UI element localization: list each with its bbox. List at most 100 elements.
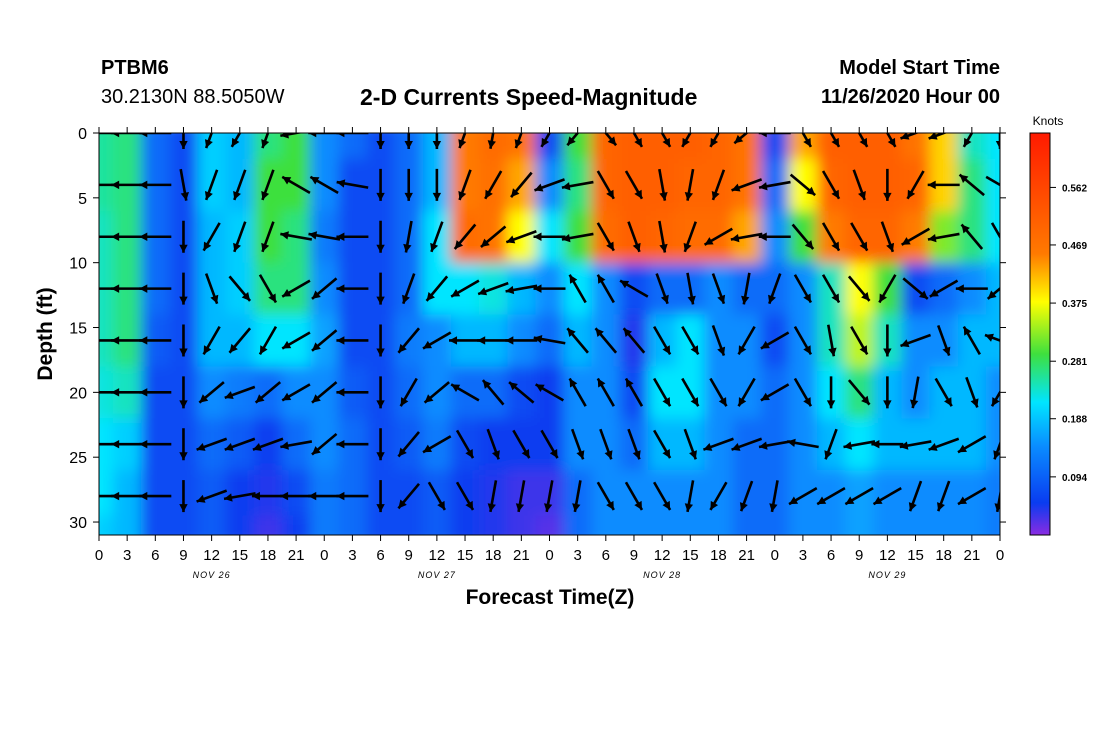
current-arrow [604,133,618,147]
arrow-head [861,395,870,405]
current-arrow [878,274,897,304]
current-arrow [280,133,304,139]
arrow-head [491,450,500,460]
current-arrow [624,377,644,407]
arrow-head [879,293,888,303]
current-arrow [179,324,188,357]
current-arrow [599,428,613,460]
arrow-head [690,397,699,407]
heatmap-cell [422,515,452,535]
current-arrow [703,227,733,246]
current-arrow [986,286,1000,300]
arrow-head [204,139,213,149]
current-arrow [397,327,420,354]
current-arrow [901,227,931,246]
x-tick-label: 0 [771,547,779,564]
current-arrow [758,232,791,241]
heatmap-cell [99,470,114,517]
chart-title: 2-D Currents Speed-Magnitude [360,84,698,110]
arrow-head [730,233,740,243]
arrow-head [760,392,770,401]
arrow-head [506,235,516,244]
current-arrow [902,277,929,300]
arrow-head [268,293,276,303]
arrow-head [311,446,321,455]
arrow-head [511,188,520,198]
x-tick-label: 0 [95,547,103,564]
current-arrow [455,481,475,511]
current-arrow [731,437,763,451]
arrow-head [336,491,345,501]
arrow-head [569,378,578,388]
heatmap-cell [788,133,818,160]
current-arrow [622,327,646,354]
current-arrow [376,133,385,149]
current-arrow [568,377,587,407]
current-arrow [179,480,188,513]
arrow-head [477,336,486,345]
arrow-head [376,504,385,513]
arrow-shaft [990,222,1000,240]
arrow-head [567,328,576,338]
arrow-head [984,333,994,342]
arrow-head [432,141,442,149]
heatmap-cell [507,133,537,160]
arrow-head [684,503,694,512]
current-arrow [572,480,582,513]
current-arrow [512,429,531,459]
arrow-head [485,189,493,199]
current-arrow [566,133,580,147]
heatmap-cell [394,515,424,535]
arrow-head [927,233,937,243]
arrow-head [224,493,233,502]
arrow-head [634,137,642,147]
arrow-head [859,241,868,251]
arrow-head [478,287,488,296]
current-arrow [449,336,482,345]
current-arrow [404,133,413,149]
heatmap-cell [366,515,396,535]
arrow-head [662,397,671,407]
current-arrow [624,170,644,200]
heatmap-cell [310,515,339,535]
heatmap-cell [394,470,424,517]
current-arrow [376,324,385,357]
arrow-head [336,388,345,397]
arrow-head [505,336,514,345]
current-arrow [139,336,172,345]
current-arrow [508,381,535,404]
current-arrow [827,324,837,357]
arrow-head [995,141,1000,149]
arrow-head [376,348,385,357]
arrow-head [634,189,642,199]
heatmap-cell [873,133,903,160]
x-tick-label: 15 [682,547,699,564]
arrow-head [1000,242,1008,251]
arrow-head [684,192,694,201]
arrow-head [901,237,911,245]
arrow-head [861,292,870,301]
current-arrow [99,183,115,187]
arrow-head [817,496,827,505]
arrow-head [179,452,188,461]
current-arrow [404,168,413,201]
current-arrow [252,437,284,451]
arrow-head [572,503,581,512]
current-arrow [179,428,188,461]
arrow-head [482,380,492,389]
current-arrow [596,222,615,252]
current-arrow [652,377,672,407]
arrow-head [955,284,964,293]
arrow-head [451,288,461,297]
current-arrow [376,168,385,201]
current-arrow [543,480,554,513]
arrow-head [400,397,409,407]
current-arrow [686,272,696,305]
arrow-shaft [985,175,1000,187]
arrow-head [280,441,289,450]
current-arrow [619,279,649,298]
arrow-head [994,503,1000,512]
heatmap-cell [591,133,621,160]
current-arrow [336,440,369,449]
current-arrow [957,435,987,454]
